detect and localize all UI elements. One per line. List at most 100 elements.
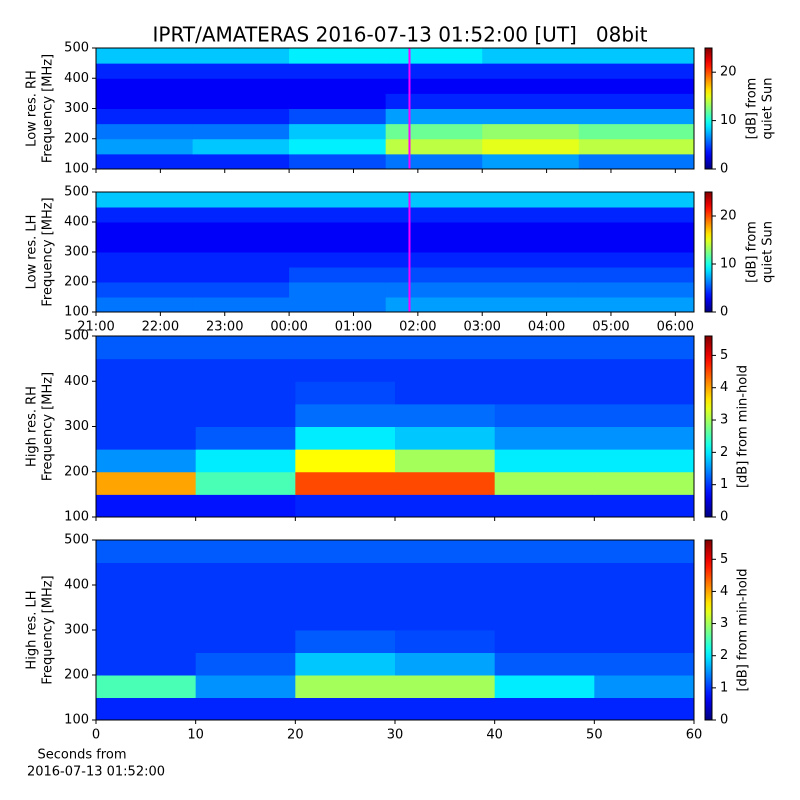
x-tick-label: 01:00 — [335, 320, 372, 335]
heatmap-cell — [295, 607, 396, 631]
heatmap-cell — [482, 138, 580, 155]
heatmap-cell — [195, 540, 296, 563]
x-tick-label: 60 — [686, 728, 703, 743]
colorbar-tick-label: 2 — [720, 445, 728, 460]
colorbar-label: [dB] from — [745, 221, 760, 283]
heatmap-cell — [195, 697, 296, 721]
heatmap-cell — [578, 222, 695, 238]
heatmap-cell — [395, 652, 496, 676]
heatmap-cell — [395, 358, 496, 382]
heatmap-cell — [295, 630, 396, 653]
heatmap-cell — [594, 403, 695, 427]
heatmap-cell — [578, 297, 695, 313]
heatmap-cell — [192, 93, 290, 109]
colorbar — [704, 191, 713, 313]
heatmap-cell — [195, 562, 296, 586]
heatmap-cell — [482, 93, 580, 109]
heatmap-cell — [192, 63, 290, 79]
heatmap-cell — [295, 426, 396, 450]
heatmap-cell — [482, 153, 580, 170]
heatmap-cell — [295, 675, 396, 698]
heatmap-cell — [96, 207, 194, 223]
heatmap-cell — [295, 540, 396, 563]
heatmap-cell — [192, 138, 290, 155]
heatmap-cell — [578, 108, 695, 125]
colorbar-tick-label: 2 — [720, 648, 728, 663]
heatmap-cell — [96, 153, 194, 170]
colorbar-tick-label: 4 — [720, 584, 728, 599]
y-tick-label: 100 — [64, 305, 89, 320]
heatmap-cell — [482, 267, 580, 283]
x-tick-label: 02:00 — [399, 320, 436, 335]
y-tick-label: 100 — [64, 713, 89, 728]
heatmap-cell — [289, 108, 387, 125]
colorbar-tick-label: 10 — [720, 113, 737, 128]
colorbar-label: [dB] from — [745, 78, 760, 140]
heatmap-cell — [96, 267, 194, 283]
heatmap-cell — [578, 123, 695, 140]
heatmap-cell — [295, 562, 396, 586]
colorbar-tick-label: 10 — [720, 257, 737, 272]
heatmap-cell — [594, 471, 695, 495]
heatmap-cell — [289, 48, 387, 64]
heatmap-cell — [482, 63, 580, 79]
heatmap-cell — [494, 585, 595, 608]
colorbar — [704, 539, 713, 721]
y-tick-label: 200 — [64, 668, 89, 683]
colorbar-tick-label: 0 — [720, 162, 728, 177]
heatmap-cell — [195, 381, 296, 405]
heatmap-cell — [395, 494, 496, 518]
heatmap-cell — [289, 237, 387, 253]
heatmap-cell — [192, 207, 290, 223]
colorbar-tick-label: 1 — [720, 477, 728, 492]
heatmap-cell — [295, 358, 396, 382]
colorbar-tick-label: 5 — [720, 348, 728, 363]
colorbar-label: [dB] from min-hold — [736, 365, 751, 488]
colorbar-tick-label: 3 — [720, 616, 728, 631]
y-tick-label: 300 — [64, 623, 89, 638]
heatmap-cell — [594, 358, 695, 382]
heatmap-cell — [395, 426, 496, 450]
y-tick-label: 500 — [64, 533, 89, 548]
y-axis-label: Frequency [MHz] — [41, 372, 56, 481]
heatmap-cell — [96, 471, 197, 495]
heatmap-cell — [385, 138, 483, 155]
heatmap-cell — [594, 697, 695, 721]
heatmap-cell — [578, 252, 695, 268]
heatmap-cell — [195, 675, 296, 698]
heatmap-cell — [289, 207, 387, 223]
x-tick-label: 30 — [387, 728, 404, 743]
y-axis-label: Low res. LH — [25, 215, 40, 290]
heatmap-cell — [192, 282, 290, 298]
heatmap-cell — [96, 108, 194, 125]
y-tick-label: 500 — [64, 329, 89, 344]
heatmap-cell — [385, 108, 483, 125]
heatmap-cell — [482, 108, 580, 125]
heatmap-cell — [96, 697, 197, 721]
heatmap-cell — [494, 630, 595, 653]
y-tick-label: 200 — [64, 275, 89, 290]
heatmap-cell — [482, 237, 580, 253]
heatmap-cell — [96, 282, 194, 298]
heatmap-cell — [395, 449, 496, 473]
x-tick-label: 0 — [92, 728, 100, 743]
heatmap-cell — [594, 381, 695, 405]
heatmap-cell — [594, 630, 695, 653]
heatmap-cell — [482, 123, 580, 140]
heatmap-cell — [96, 494, 197, 518]
heatmap-cell — [192, 48, 290, 64]
heatmap-cell — [295, 697, 396, 721]
heatmap-cell — [295, 585, 396, 608]
heatmap-cell — [395, 336, 496, 360]
heatmap-cell — [96, 48, 194, 64]
x-tick-label: 04:00 — [528, 320, 565, 335]
heatmap-cell — [195, 336, 296, 360]
colorbar-tick-label: 0 — [720, 713, 728, 728]
heatmap-cell — [385, 267, 483, 283]
heatmap-cell — [385, 282, 483, 298]
heatmap-cell — [494, 381, 595, 405]
heatmap-cell — [195, 403, 296, 427]
x-tick-label: 00:00 — [270, 320, 307, 335]
heatmap-cell — [96, 123, 194, 140]
colorbar-tick-label: 20 — [720, 65, 737, 80]
